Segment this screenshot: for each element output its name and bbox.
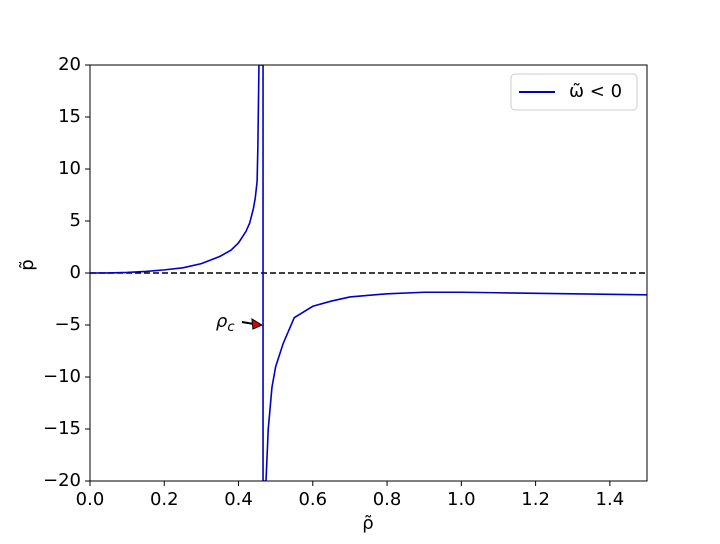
y-tick-label: 5 [70,210,81,231]
y-tick-label: 0 [70,262,81,283]
x-tick-label: 0.2 [150,489,179,510]
y-tick-label: −5 [54,314,81,335]
legend-label: ω̃ < 0 [569,81,622,102]
x-tick-label: 0.8 [373,489,402,510]
x-tick-label: 0.6 [298,489,327,510]
x-tick-label: 0.0 [76,489,105,510]
x-tick-label: 0.4 [224,489,253,510]
legend-box [510,73,638,111]
y-axis-label: p̃ [17,259,38,270]
y-tick-label: −10 [43,366,81,387]
plot-area [90,65,647,481]
x-tick-label: 1.0 [447,489,476,510]
annotation: ρc [216,311,235,335]
y-tick-label: 20 [58,54,81,75]
annotation-arrowhead [251,318,264,330]
y-tick-label: −15 [43,418,81,439]
data-line [90,65,647,481]
y-tick-label: −20 [43,470,81,491]
annotation-label: ρ [216,311,228,332]
x-axis-label: ρ̃ [362,513,373,534]
y-tick-label: 10 [58,158,81,179]
plot-frame [89,64,648,482]
x-tick-label: 1.2 [521,489,550,510]
annotation-subscript: c [227,320,234,335]
y-tick-label: 15 [58,106,81,127]
x-tick-label: 1.4 [596,489,625,510]
